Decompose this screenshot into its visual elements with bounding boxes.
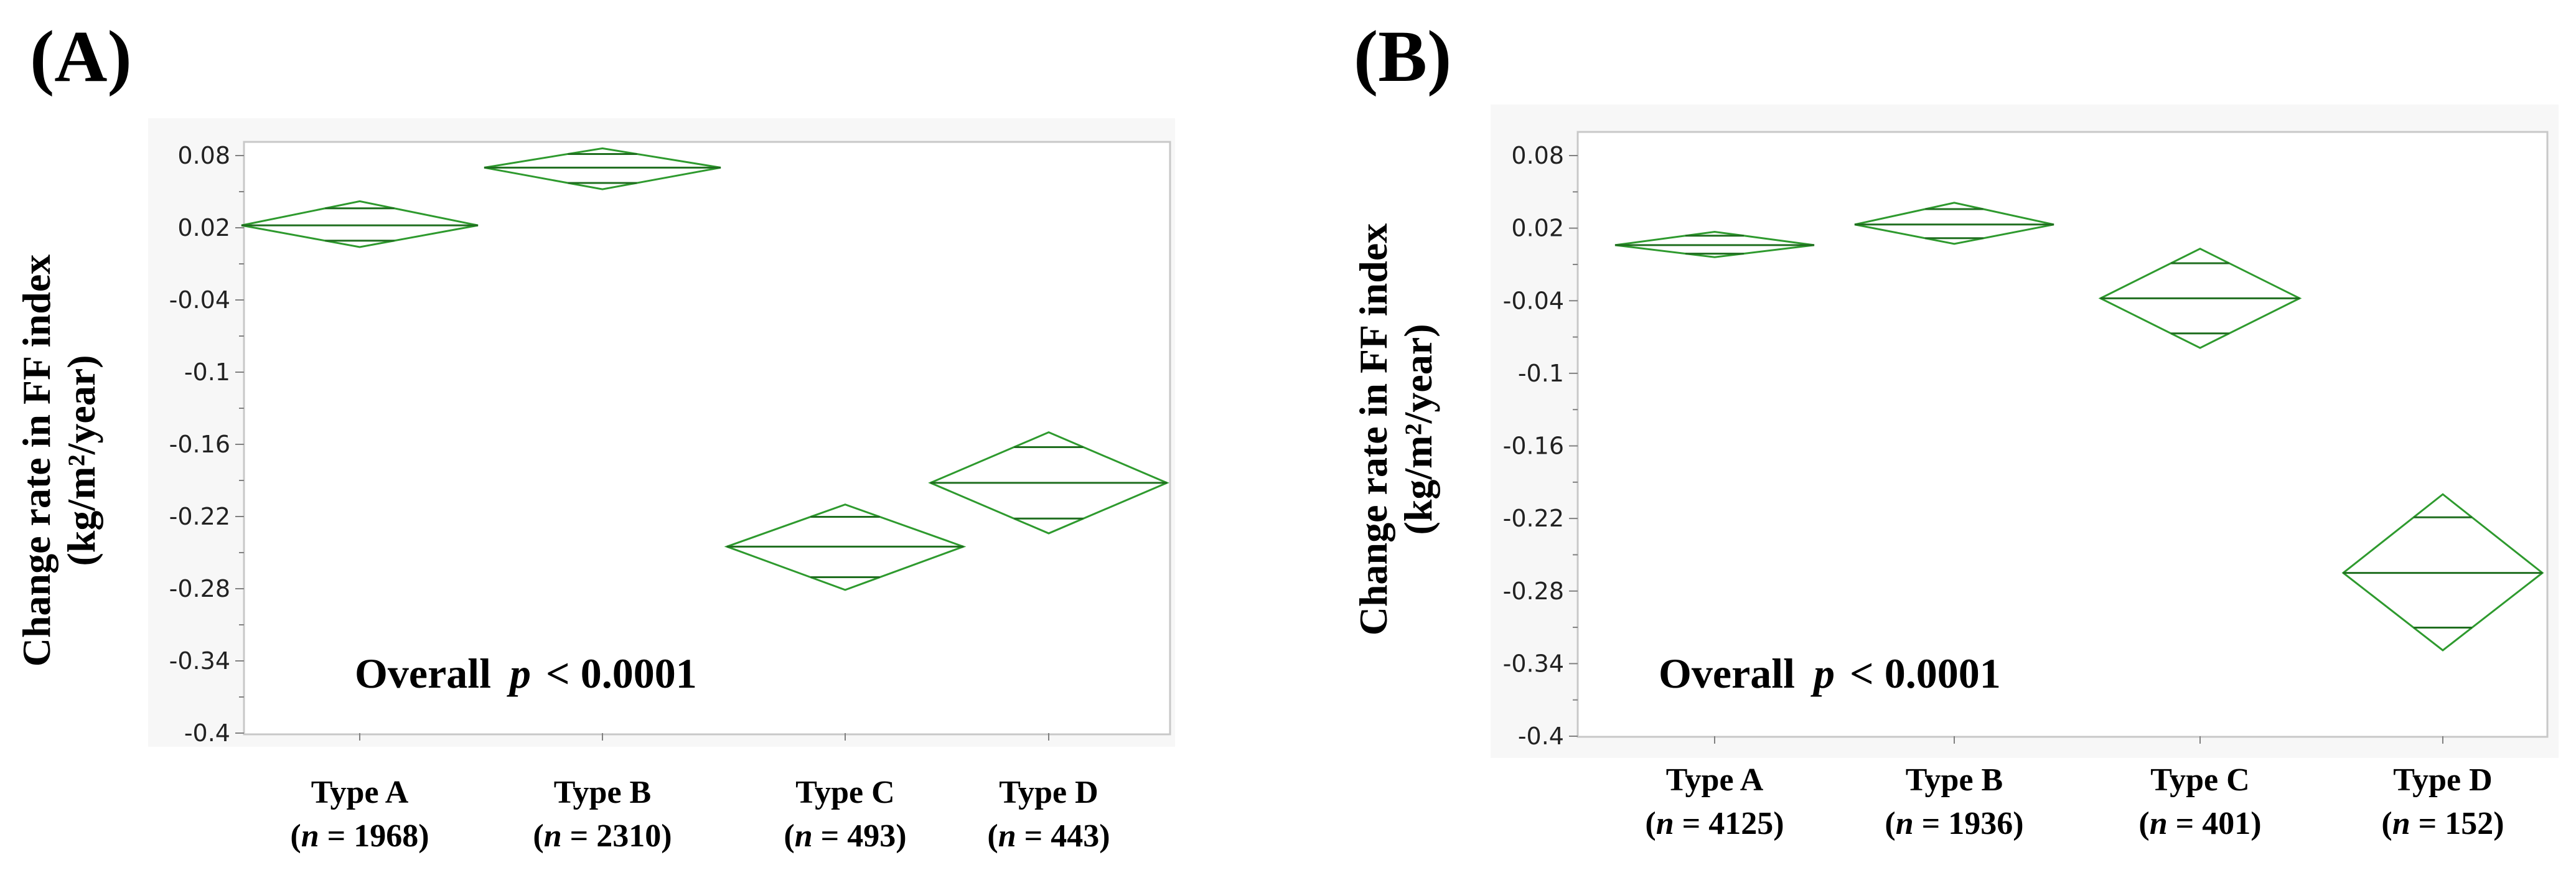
panel-a-overall-label: Overall <box>355 650 491 697</box>
x-category-label: Type D <box>999 775 1098 810</box>
panel-a-y-tick-label: -0.04 <box>169 286 230 314</box>
x-category-n: (n = 1968) <box>290 818 429 854</box>
x-category-n: (n = 401) <box>2138 806 2261 841</box>
panel-b: (B) Change rate in FF index (kg/m²/year)… <box>1351 16 2559 841</box>
panel-b-y-tick-label: -0.22 <box>1503 505 1564 532</box>
panel-a-y-tick-label: -0.34 <box>169 647 230 675</box>
panel-a-overall-p: Overall p < 0.0001 <box>355 650 697 697</box>
panel-a: (A) Change rate in FF index (kg/m²/year)… <box>14 16 1175 854</box>
panel-a-category-labels: Type A (n = 1968) Type B (n = 2310) Type C (n… <box>290 775 1110 854</box>
panel-b-y-tick-label: -0.1 <box>1518 360 1564 387</box>
panel-b-p-value: < 0.0001 <box>1850 650 2001 697</box>
x-category-label: Type D <box>2393 762 2492 798</box>
panel-b-plot-area <box>1576 131 2549 738</box>
panel-b-p-symbol: p <box>1810 650 1835 697</box>
panel-a-y-tick-label: -0.22 <box>169 503 230 530</box>
x-category-label: Type B <box>1906 762 2003 798</box>
panel-a-letter: (A) <box>30 16 132 97</box>
panel-a-y-tick-label: -0.1 <box>184 358 230 386</box>
panel-b-diamonds <box>1614 202 2544 652</box>
panel-b-y-tick-label: 0.02 <box>1511 215 1564 242</box>
panel-a-y-ticks: 0.08 0.02 -0.04 -0.1 -0.16 -0.22 -0.28 -0.34 -0.… <box>169 142 1049 747</box>
panel-a-p-value: < 0.0001 <box>546 650 697 697</box>
panel-b-y-ticks: 0.08 0.02 -0.04 -0.1 -0.16 -0.22 -0.28 -0.34 -0.… <box>1503 142 2443 750</box>
panel-b-letter: (B) <box>1354 16 1451 97</box>
panel-b-overall-p: Overall p < 0.0001 <box>1659 650 2001 697</box>
x-category-n: (n = 152) <box>2381 806 2504 841</box>
x-category-label: Type C <box>795 775 894 810</box>
x-category-n: (n = 493) <box>784 818 906 854</box>
panel-a-y-tick-label: 0.02 <box>177 214 230 241</box>
panel-a-diamonds <box>241 147 1169 591</box>
panel-a-y-tick-label: 0.08 <box>177 142 230 169</box>
x-category-label: Type A <box>311 775 409 810</box>
panel-b-y-tick-label: -0.16 <box>1503 433 1564 460</box>
x-category-n: (n = 1936) <box>1885 806 2023 841</box>
panel-b-y-tick-label: -0.04 <box>1503 287 1564 314</box>
panel-b-category-labels: Type A (n = 4125) Type B (n = 1936) Type C (n… <box>1645 762 2504 841</box>
panel-a-ylabel-line1: Change rate in FF index <box>14 255 59 667</box>
panel-b-y-tick-label: 0.08 <box>1511 142 1564 169</box>
x-category-n: (n = 4125) <box>1645 806 1784 841</box>
panel-b-ylabel-line2: (kg/m²/year) <box>1396 324 1440 535</box>
x-category-label: Type B <box>554 775 652 810</box>
x-category-n: (n = 443) <box>987 818 1110 854</box>
panel-b-y-tick-label: -0.34 <box>1503 650 1564 677</box>
panel-b-overall-label: Overall <box>1659 650 1795 697</box>
panel-a-p-symbol: p <box>507 650 531 697</box>
x-category-label: Type A <box>1666 762 1764 798</box>
x-category-label: Type C <box>2150 762 2249 798</box>
panel-a-y-tick-label: -0.16 <box>169 431 230 458</box>
panel-a-plot-area <box>243 141 1171 736</box>
panel-b-ylabel-line1: Change rate in FF index <box>1351 223 1395 636</box>
x-category-n: (n = 2310) <box>533 818 672 854</box>
panel-a-ylabel-line2: (kg/m²/year) <box>59 355 103 566</box>
panel-a-y-tick-label: -0.28 <box>169 575 230 602</box>
panel-b-y-tick-label: -0.4 <box>1518 723 1564 750</box>
panel-b-y-tick-label: -0.28 <box>1503 578 1564 605</box>
panel-a-y-tick-label: -0.4 <box>184 719 230 747</box>
